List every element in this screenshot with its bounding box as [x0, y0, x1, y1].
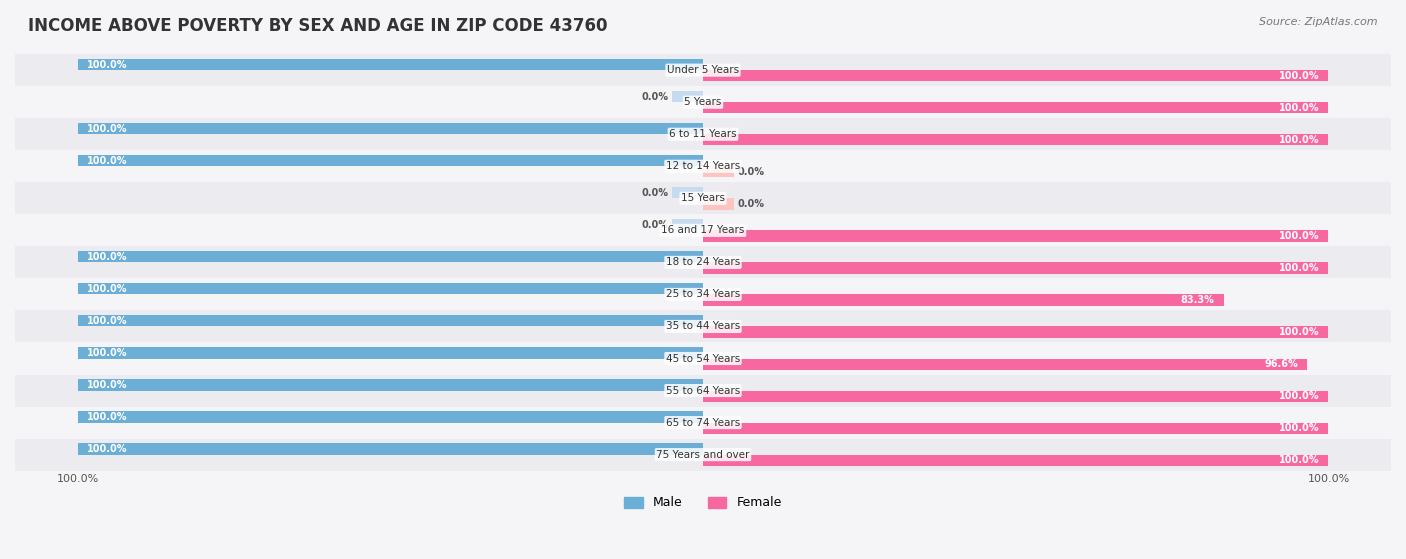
Bar	[703, 423, 1329, 434]
Bar	[672, 219, 703, 230]
Bar	[77, 347, 703, 358]
Text: 75 Years and over: 75 Years and over	[657, 449, 749, 459]
Text: 12 to 14 Years: 12 to 14 Years	[666, 161, 740, 171]
Text: 5 Years: 5 Years	[685, 97, 721, 107]
Text: 18 to 24 Years: 18 to 24 Years	[666, 257, 740, 267]
Bar	[703, 391, 1329, 402]
Bar	[672, 187, 703, 198]
Bar	[77, 283, 703, 295]
Text: 100.0%: 100.0%	[87, 316, 128, 326]
Bar	[703, 454, 1329, 466]
Text: 100.0%: 100.0%	[87, 444, 128, 454]
Bar	[703, 198, 734, 210]
Text: 0.0%: 0.0%	[641, 220, 669, 230]
Text: 15 Years: 15 Years	[681, 193, 725, 203]
Text: Source: ZipAtlas.com: Source: ZipAtlas.com	[1260, 17, 1378, 27]
Text: 55 to 64 Years: 55 to 64 Years	[666, 386, 740, 396]
Bar	[703, 230, 1329, 241]
Text: 100.0%: 100.0%	[87, 124, 128, 134]
Text: 100.0%: 100.0%	[1278, 327, 1319, 337]
Bar	[15, 214, 1391, 247]
Bar	[672, 91, 703, 102]
Text: 6 to 11 Years: 6 to 11 Years	[669, 129, 737, 139]
Text: 100.0%: 100.0%	[87, 284, 128, 294]
Bar	[703, 134, 1329, 145]
Text: 100.0%: 100.0%	[1308, 474, 1350, 484]
Text: 45 to 54 Years: 45 to 54 Years	[666, 353, 740, 363]
Bar	[703, 166, 734, 178]
Text: 25 to 34 Years: 25 to 34 Years	[666, 290, 740, 300]
Text: INCOME ABOVE POVERTY BY SEX AND AGE IN ZIP CODE 43760: INCOME ABOVE POVERTY BY SEX AND AGE IN Z…	[28, 17, 607, 35]
Bar	[703, 70, 1329, 82]
Text: 96.6%: 96.6%	[1264, 359, 1298, 369]
Bar	[15, 182, 1391, 214]
Bar	[15, 439, 1391, 471]
Text: 100.0%: 100.0%	[87, 412, 128, 422]
Bar	[703, 326, 1329, 338]
Bar	[15, 54, 1391, 86]
Bar	[77, 380, 703, 391]
Text: 100.0%: 100.0%	[87, 348, 128, 358]
Text: 100.0%: 100.0%	[1278, 103, 1319, 113]
Bar	[15, 150, 1391, 182]
Bar	[15, 310, 1391, 343]
Text: 100.0%: 100.0%	[1278, 455, 1319, 465]
Bar	[77, 443, 703, 454]
Text: 16 and 17 Years: 16 and 17 Years	[661, 225, 745, 235]
Bar	[15, 86, 1391, 118]
Bar	[703, 262, 1329, 273]
Text: 100.0%: 100.0%	[87, 380, 128, 390]
Text: 0.0%: 0.0%	[737, 167, 765, 177]
Bar	[703, 358, 1308, 369]
Bar	[703, 295, 1225, 306]
Text: 0.0%: 0.0%	[641, 188, 669, 198]
Text: 100.0%: 100.0%	[87, 60, 128, 69]
Bar	[15, 406, 1391, 439]
Text: 100.0%: 100.0%	[1278, 391, 1319, 401]
Text: 100.0%: 100.0%	[1278, 423, 1319, 433]
Text: 35 to 44 Years: 35 to 44 Years	[666, 321, 740, 331]
Bar	[15, 118, 1391, 150]
Bar	[77, 59, 703, 70]
Bar	[77, 123, 703, 134]
Text: 0.0%: 0.0%	[641, 92, 669, 102]
Text: 100.0%: 100.0%	[1278, 231, 1319, 241]
Bar	[15, 247, 1391, 278]
Text: Under 5 Years: Under 5 Years	[666, 65, 740, 75]
Text: 100.0%: 100.0%	[1278, 135, 1319, 145]
Text: 100.0%: 100.0%	[87, 252, 128, 262]
Text: 100.0%: 100.0%	[1278, 263, 1319, 273]
Text: 0.0%: 0.0%	[737, 199, 765, 209]
Text: 100.0%: 100.0%	[87, 155, 128, 165]
Text: 65 to 74 Years: 65 to 74 Years	[666, 418, 740, 428]
Legend: Male, Female: Male, Female	[619, 491, 787, 514]
Text: 100.0%: 100.0%	[1278, 71, 1319, 80]
Bar	[77, 315, 703, 326]
Bar	[77, 251, 703, 262]
Text: 83.3%: 83.3%	[1181, 295, 1215, 305]
Bar	[15, 375, 1391, 406]
Bar	[15, 278, 1391, 310]
Bar	[15, 343, 1391, 375]
Bar	[703, 102, 1329, 113]
Text: 100.0%: 100.0%	[56, 474, 98, 484]
Bar	[77, 155, 703, 166]
Bar	[77, 411, 703, 423]
